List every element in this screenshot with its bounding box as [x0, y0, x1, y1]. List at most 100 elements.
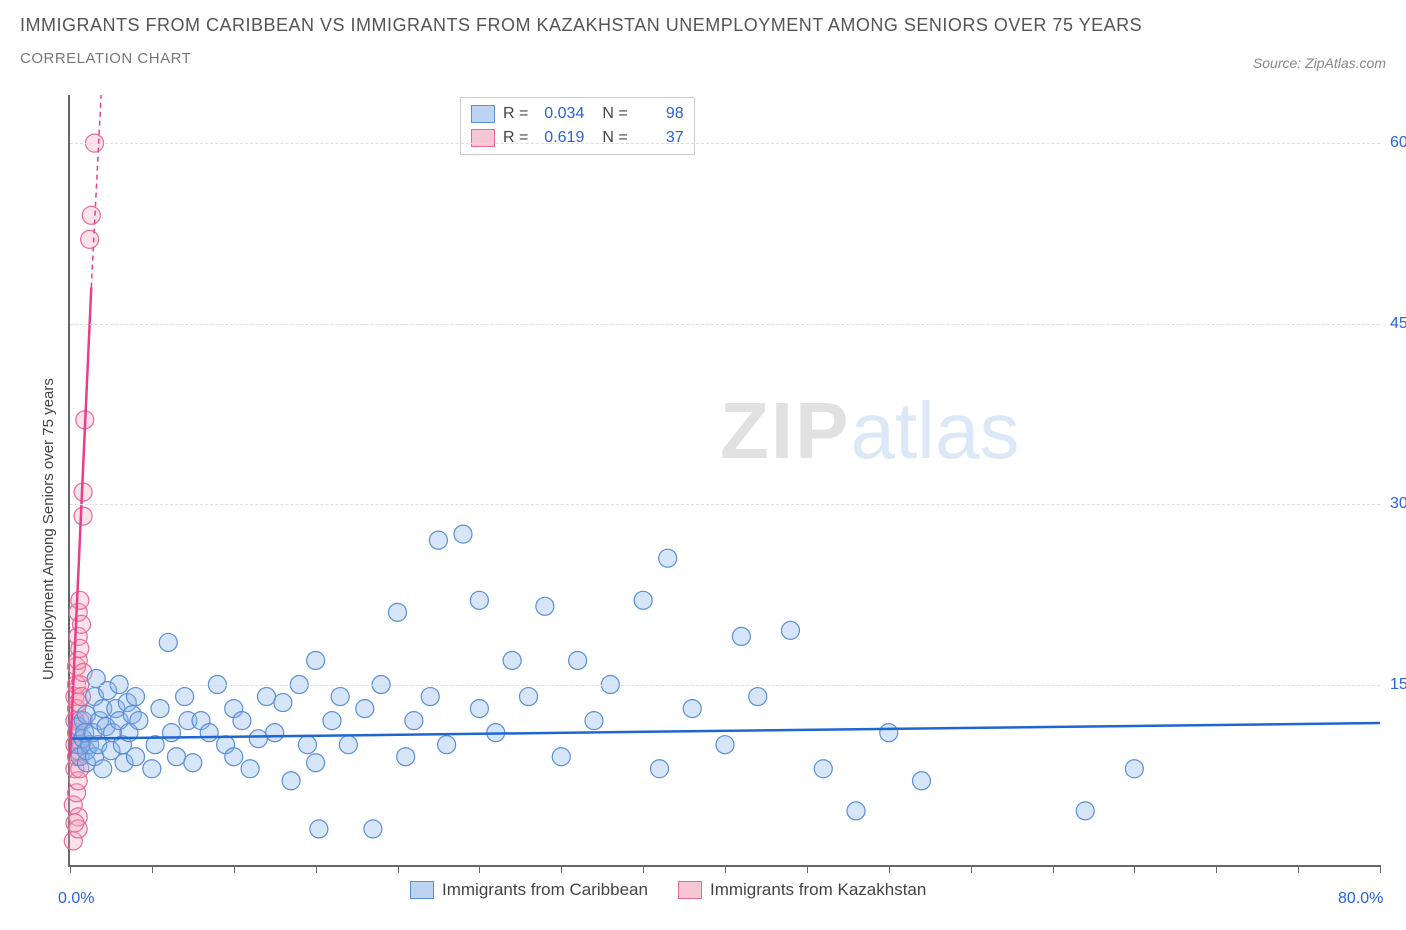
x-tick: [561, 865, 562, 873]
data-point: [66, 814, 84, 832]
stats-legend: R = 0.034 N = 98 R = 0.619 N = 37: [460, 97, 695, 155]
series-legend: Immigrants from Caribbean Immigrants fro…: [410, 880, 926, 900]
x-tick: [1053, 865, 1054, 873]
data-point: [503, 651, 521, 669]
legend-swatch-a: [410, 881, 434, 899]
x-tick: [70, 865, 71, 873]
data-point: [233, 712, 251, 730]
n-label-a: N =: [602, 102, 627, 126]
data-point: [127, 748, 145, 766]
stats-row-series-a: R = 0.034 N = 98: [471, 102, 684, 126]
y-axis-label: Unemployment Among Seniors over 75 years: [40, 378, 57, 680]
data-point: [470, 700, 488, 718]
data-point: [552, 748, 570, 766]
data-point: [438, 736, 456, 754]
data-point: [331, 688, 349, 706]
trend-line: [91, 95, 101, 288]
data-point: [71, 591, 89, 609]
x-tick: [1380, 865, 1381, 873]
source-attribution: Source: ZipAtlas.com: [1253, 55, 1386, 71]
data-point: [364, 820, 382, 838]
data-point: [659, 549, 677, 567]
data-point: [569, 651, 587, 669]
data-point: [298, 736, 316, 754]
data-point: [241, 760, 259, 778]
chart-title: IMMIGRANTS FROM CARIBBEAN VS IMMIGRANTS …: [20, 15, 1142, 36]
legend-label-b: Immigrants from Kazakhstan: [710, 880, 926, 900]
data-point: [307, 651, 325, 669]
data-point: [913, 772, 931, 790]
swatch-series-b: [471, 129, 495, 147]
stats-row-series-b: R = 0.619 N = 37: [471, 126, 684, 150]
data-point: [732, 627, 750, 645]
legend-swatch-b: [678, 881, 702, 899]
data-point: [454, 525, 472, 543]
data-point: [82, 206, 100, 224]
data-point: [429, 531, 447, 549]
y-tick-label: 60.0%: [1390, 134, 1406, 152]
x-tick: [807, 865, 808, 873]
n-value-b: 37: [636, 126, 684, 150]
legend-item-b: Immigrants from Kazakhstan: [678, 880, 926, 900]
swatch-series-a: [471, 105, 495, 123]
data-point: [339, 736, 357, 754]
data-point: [151, 700, 169, 718]
x-axis-max-label: 80.0%: [1338, 890, 1383, 908]
n-label-b: N =: [602, 126, 627, 150]
gridline: [70, 324, 1380, 325]
x-tick: [234, 865, 235, 873]
y-tick-label: 30.0%: [1390, 495, 1406, 513]
x-tick: [1216, 865, 1217, 873]
data-point: [716, 736, 734, 754]
data-point: [163, 724, 181, 742]
data-point: [651, 760, 669, 778]
data-point: [585, 712, 603, 730]
data-point: [389, 603, 407, 621]
data-point: [782, 621, 800, 639]
data-point: [1125, 760, 1143, 778]
scatter-plot: ZIPatlas R = 0.034 N = 98 R = 0.619 N = …: [68, 95, 1380, 867]
x-tick: [479, 865, 480, 873]
legend-label-a: Immigrants from Caribbean: [442, 880, 648, 900]
gridline: [70, 504, 1380, 505]
gridline: [70, 685, 1380, 686]
data-point: [274, 694, 292, 712]
legend-item-a: Immigrants from Caribbean: [410, 880, 648, 900]
data-point: [634, 591, 652, 609]
r-label-a: R =: [503, 102, 528, 126]
data-point: [167, 748, 185, 766]
data-point: [130, 712, 148, 730]
data-point: [397, 748, 415, 766]
data-point: [127, 688, 145, 706]
data-point: [266, 724, 284, 742]
data-point: [356, 700, 374, 718]
x-tick: [398, 865, 399, 873]
gridline: [70, 143, 1380, 144]
x-tick: [725, 865, 726, 873]
x-tick: [1134, 865, 1135, 873]
data-point: [536, 597, 554, 615]
data-point: [258, 688, 276, 706]
r-label-b: R =: [503, 126, 528, 150]
data-point: [749, 688, 767, 706]
x-tick: [1298, 865, 1299, 873]
x-tick: [889, 865, 890, 873]
x-tick: [971, 865, 972, 873]
data-point: [470, 591, 488, 609]
data-point: [683, 700, 701, 718]
data-point: [405, 712, 423, 730]
data-point: [847, 802, 865, 820]
data-point: [81, 230, 99, 248]
data-point: [225, 748, 243, 766]
data-point: [310, 820, 328, 838]
data-point: [421, 688, 439, 706]
data-point: [159, 633, 177, 651]
n-value-a: 98: [636, 102, 684, 126]
r-value-a: 0.034: [536, 102, 584, 126]
chart-subtitle: CORRELATION CHART: [20, 50, 1142, 67]
data-point: [249, 730, 267, 748]
data-point: [1076, 802, 1094, 820]
data-point: [94, 760, 112, 778]
data-point: [323, 712, 341, 730]
y-tick-label: 45.0%: [1390, 315, 1406, 333]
